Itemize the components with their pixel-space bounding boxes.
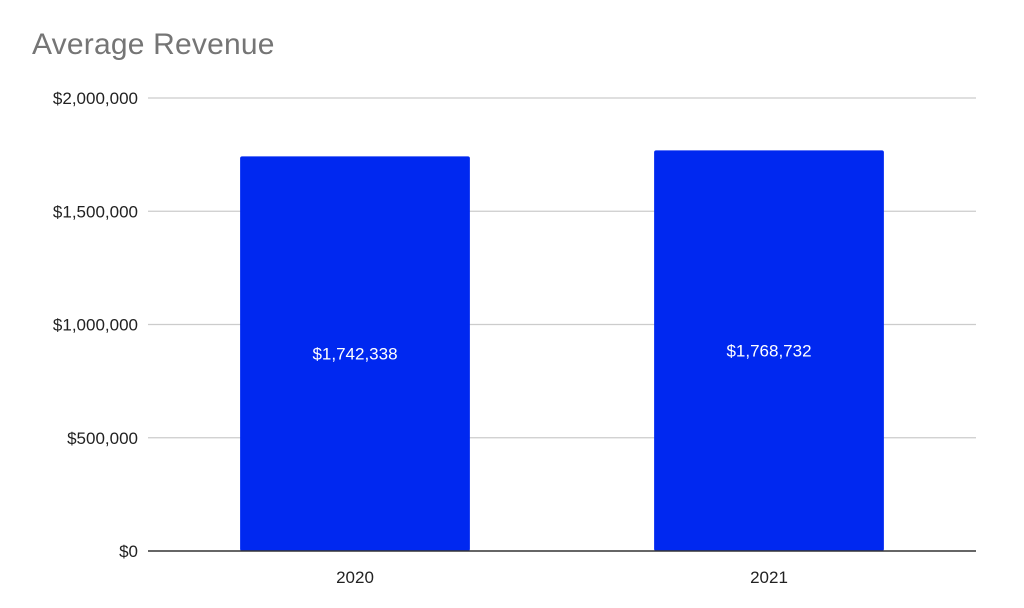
chart-title: Average Revenue	[32, 28, 275, 61]
y-tick-label: $0	[119, 542, 138, 561]
bar	[654, 150, 884, 551]
data-label: $1,742,338	[312, 345, 397, 364]
x-tick-label: 2020	[336, 568, 374, 587]
y-tick-label: $500,000	[67, 429, 138, 448]
bar	[240, 156, 470, 551]
y-tick-label: $1,500,000	[53, 202, 138, 221]
y-tick-label: $2,000,000	[53, 89, 138, 108]
data-label: $1,768,732	[726, 342, 811, 361]
y-tick-label: $1,000,000	[53, 316, 138, 335]
x-tick-label: 2021	[750, 568, 788, 587]
